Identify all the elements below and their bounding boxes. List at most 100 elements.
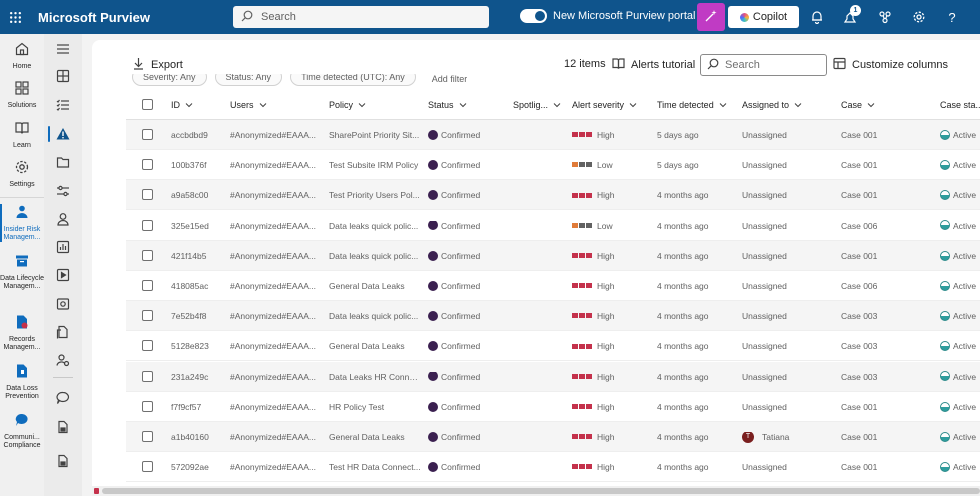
nav-item-communication-compliance[interactable]: Communi... Compliance [0, 412, 44, 450]
column-header-case-status[interactable]: Case sta... [940, 100, 980, 110]
filter-pill-status[interactable]: Status: Any [214, 74, 283, 86]
lock-file-icon[interactable] [56, 420, 70, 434]
row-checkbox[interactable] [142, 461, 153, 473]
customize-columns-button[interactable]: Customize columns [833, 57, 948, 73]
column-header-assigned-to[interactable]: Assigned to [742, 100, 802, 110]
overview-icon[interactable] [56, 69, 70, 83]
nav-item-dlp[interactable]: Data Loss Prevention [0, 363, 44, 401]
nav-item-solutions[interactable]: Solutions [0, 80, 44, 110]
add-filter-button[interactable]: Add filter [431, 74, 468, 84]
table-row[interactable]: 325e15ed #Anonymized#EAAA... Data leaks qu… [126, 211, 980, 241]
cell-user[interactable]: #Anonymized#EAAA... [230, 160, 316, 171]
copilot-button[interactable]: Copilot [728, 6, 799, 28]
select-all-checkbox[interactable] [142, 99, 153, 110]
scroll-left-arrow[interactable] [94, 488, 99, 494]
row-checkbox[interactable] [142, 129, 153, 140]
row-checkbox[interactable] [142, 370, 153, 382]
table-row[interactable]: 421f14b5 #Anonymized#EAAA... Data leaks qu… [126, 240, 980, 271]
cell-case[interactable]: Case 001 [841, 130, 878, 140]
row-checkbox[interactable] [142, 189, 153, 201]
app-title[interactable]: Microsoft Purview [38, 9, 150, 25]
video-icon[interactable] [56, 268, 70, 282]
scrollbar-thumb[interactable] [102, 488, 980, 494]
alerts-search-input[interactable]: Search [700, 54, 827, 76]
cell-case[interactable]: Case 003 [841, 311, 878, 322]
cell-user[interactable]: #Anonymized#EAAA... [230, 281, 316, 291]
table-row[interactable]: 5128e823 #Anonymized#EAAA... General Data … [126, 331, 980, 362]
table-row[interactable]: 418085ac #Anonymized#EAAA... General Data … [126, 271, 980, 301]
menu-icon[interactable] [56, 42, 70, 56]
column-header-status[interactable]: Status [428, 100, 467, 110]
filter-pill-time[interactable]: Time detected (UTC): Any [290, 74, 416, 86]
nav-item-settings[interactable]: Settings [0, 159, 44, 189]
alerts-tutorial-button[interactable]: Alerts tutorial [612, 57, 695, 73]
cell-id[interactable]: f7f9cf57 [171, 401, 202, 412]
table-row[interactable]: 100b376f #Anonymized#EAAA... Test Subsite … [126, 150, 980, 181]
cell-id[interactable]: 421f14b5 [171, 250, 207, 261]
cell-user[interactable]: #Anonymized#EAAA... [230, 220, 316, 231]
row-checkbox[interactable] [142, 400, 153, 412]
user-icon[interactable] [56, 212, 70, 226]
column-header-id[interactable]: ID [171, 100, 193, 110]
column-header-policy[interactable]: Policy [329, 100, 366, 110]
table-row[interactable]: 231a249c #Anonymized#EAAA... Data Leaks HR… [126, 361, 980, 392]
export-button[interactable]: Export [132, 57, 183, 73]
table-row[interactable]: a9a58c00 #Anonymized#EAAA... Test Priority… [126, 180, 980, 211]
cell-case[interactable]: Case 001 [841, 462, 878, 473]
row-checkbox[interactable] [142, 280, 153, 291]
cell-case[interactable]: Case 001 [841, 432, 878, 442]
reports-icon[interactable] [56, 240, 70, 254]
new-portal-toggle[interactable]: New Microsoft Purview portal [520, 9, 695, 23]
alert-warning-icon[interactable] [56, 127, 70, 141]
forensics-icon[interactable] [56, 297, 70, 311]
cell-id[interactable]: 231a249c [171, 371, 209, 382]
cell-user[interactable]: #Anonymized#EAAA... [230, 311, 316, 322]
nav-item-insider-risk[interactable]: Insider Risk Managem... [0, 204, 44, 242]
cell-case[interactable]: Case 006 [841, 220, 878, 231]
app-launcher-icon[interactable] [0, 0, 30, 34]
cell-case[interactable]: Case 003 [841, 371, 878, 382]
cell-id[interactable]: 418085ac [171, 281, 209, 291]
bell-icon[interactable] [808, 8, 826, 26]
cell-case[interactable]: Case 001 [841, 160, 878, 171]
chat-icon[interactable] [56, 391, 70, 405]
magic-wand-button[interactable] [697, 3, 725, 31]
column-header-spotlight[interactable]: Spotlig... [513, 100, 561, 110]
nav-item-data-lifecycle[interactable]: Data Lifecycle Managem... [0, 253, 44, 291]
row-checkbox[interactable] [142, 310, 153, 322]
cell-case[interactable]: Case 001 [841, 401, 878, 412]
table-row[interactable]: 7e52b4f8 #Anonymized#EAAA... Data leaks qu… [126, 301, 980, 332]
nav-item-learn[interactable]: Learn [0, 120, 44, 150]
column-header-time-detected[interactable]: Time detected [657, 100, 727, 110]
secure-file-icon[interactable] [56, 454, 70, 468]
gear-icon[interactable] [910, 8, 928, 26]
cell-id[interactable]: 325e15ed [171, 220, 209, 231]
nav-item-home[interactable]: Home [0, 41, 44, 71]
table-row[interactable]: a1b40160 #Anonymized#EAAA... General Data … [126, 422, 980, 452]
filter-pill-severity[interactable]: Severity: Any [132, 74, 207, 86]
cell-user[interactable]: #Anonymized#EAAA... [230, 432, 316, 442]
row-checkbox[interactable] [142, 249, 153, 261]
cell-id[interactable]: a1b40160 [171, 432, 209, 442]
row-checkbox[interactable] [142, 431, 153, 442]
cell-id[interactable]: 5128e823 [171, 341, 209, 352]
cell-id[interactable]: accbdbd9 [171, 130, 208, 140]
help-icon[interactable]: ? [948, 9, 956, 25]
column-header-alert-severity[interactable]: Alert severity [572, 100, 637, 110]
table-row[interactable]: 572092ae #Anonymized#EAAA... Test HR Data … [126, 452, 980, 483]
cell-user[interactable]: #Anonymized#EAAA... [230, 130, 316, 140]
cell-id[interactable]: a9a58c00 [171, 190, 209, 201]
cell-id[interactable]: 7e52b4f8 [171, 311, 207, 322]
cell-user[interactable]: #Anonymized#EAAA... [230, 462, 316, 473]
connections-icon[interactable] [876, 8, 894, 26]
horizontal-scrollbar[interactable] [92, 486, 980, 496]
cell-user[interactable]: #Anonymized#EAAA... [230, 190, 316, 201]
documents-icon[interactable] [56, 325, 70, 339]
cases-icon[interactable] [56, 155, 70, 169]
column-header-case[interactable]: Case [841, 100, 875, 110]
cell-id[interactable]: 572092ae [171, 462, 209, 473]
list-icon[interactable] [56, 98, 70, 112]
cell-case[interactable]: Case 003 [841, 341, 878, 352]
row-checkbox[interactable] [142, 340, 153, 352]
table-row[interactable]: f7f9cf57 #Anonymized#EAAA... HR Policy Tes… [126, 392, 980, 422]
